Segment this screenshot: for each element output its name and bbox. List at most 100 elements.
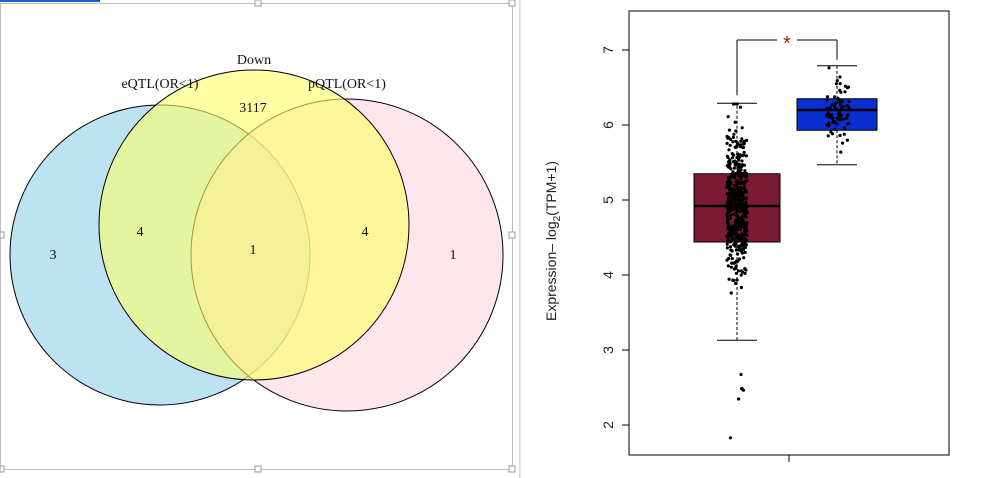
data-point (727, 233, 731, 237)
resize-handle-bottom[interactable] (254, 465, 262, 473)
venn-count-eqtl-down: 4 (137, 225, 144, 240)
data-point (835, 122, 839, 126)
data-point (743, 190, 747, 194)
data-point (743, 226, 748, 230)
data-point (734, 183, 738, 187)
data-point (725, 185, 729, 189)
data-point (740, 126, 744, 130)
data-point (739, 249, 743, 253)
data-point (829, 113, 834, 117)
data-point (728, 253, 732, 257)
data-point (834, 82, 838, 86)
data-point (835, 79, 839, 83)
data-point (744, 197, 748, 201)
data-point (743, 169, 747, 173)
data-point (726, 175, 731, 180)
data-point (838, 133, 842, 138)
data-point (726, 202, 730, 206)
significance-bracket: * (736, 33, 838, 96)
data-point (741, 190, 745, 195)
data-point (732, 261, 736, 265)
data-point (740, 237, 744, 241)
data-point (736, 179, 740, 183)
y-axis-label: Expression– log2(TPM+1) (543, 161, 563, 321)
data-point (726, 155, 730, 160)
data-point (836, 100, 840, 104)
data-point (735, 236, 739, 240)
resize-handle-bottom-left[interactable] (0, 465, 5, 473)
data-point (730, 257, 734, 261)
data-point (743, 271, 747, 275)
data-point (727, 194, 731, 198)
data-point (731, 278, 735, 282)
data-point (839, 117, 843, 121)
resize-handle-right[interactable] (508, 231, 516, 239)
venn-count-eqtl-only: 3 (50, 248, 57, 263)
data-point (729, 291, 733, 295)
data-point (840, 141, 845, 145)
data-point (825, 123, 829, 127)
data-point (726, 224, 730, 228)
data-point (738, 164, 742, 168)
data-point (843, 90, 847, 94)
data-point (727, 277, 731, 281)
venn-count-all: 1 (250, 243, 257, 258)
data-point (734, 231, 738, 235)
data-point (839, 113, 844, 117)
data-point (726, 237, 730, 241)
data-point (742, 150, 746, 154)
data-point (731, 135, 735, 139)
data-point (738, 105, 742, 109)
data-point (741, 218, 745, 222)
data-point (738, 202, 742, 206)
data-point (839, 150, 843, 154)
resize-handle-left[interactable] (0, 231, 5, 239)
data-point (725, 206, 729, 210)
resize-handle-top[interactable] (254, 0, 262, 7)
data-point (737, 245, 741, 249)
data-point (733, 223, 737, 227)
data-point (736, 219, 741, 223)
data-point (741, 173, 745, 178)
data-point (733, 159, 737, 163)
data-point (742, 256, 746, 260)
resize-handle-bottom-right[interactable] (508, 465, 516, 473)
data-point (744, 154, 748, 158)
data-point (735, 155, 739, 160)
data-point (825, 95, 830, 99)
data-point (735, 161, 739, 165)
venn-set-label-down: Down (237, 53, 271, 68)
data-point (739, 223, 743, 227)
data-point (730, 249, 734, 253)
data-point (738, 188, 742, 192)
data-point (736, 252, 740, 256)
data-point (736, 190, 740, 194)
data-point (728, 226, 732, 230)
data-point (725, 246, 729, 250)
data-point (736, 269, 740, 273)
data-point (729, 181, 733, 185)
data-point (725, 192, 729, 196)
data-point (732, 207, 736, 211)
data-point (838, 75, 842, 79)
data-point (744, 173, 748, 177)
data-point (739, 273, 743, 277)
data-point (734, 234, 738, 238)
data-point (743, 188, 747, 192)
venn-count-down-pqtl: 4 (362, 225, 369, 240)
data-point (842, 105, 846, 109)
data-point (726, 264, 730, 268)
data-point (739, 139, 743, 143)
data-point (727, 136, 731, 140)
venn-set-label-eqtl: eQTL(OR<1) (121, 77, 198, 92)
data-point (727, 187, 731, 192)
jitter-points (725, 66, 851, 440)
resize-handle-top-right[interactable] (508, 0, 516, 7)
data-point (730, 156, 734, 160)
data-point (740, 243, 745, 247)
data-point (727, 128, 732, 132)
data-point (727, 183, 731, 187)
data-point (743, 180, 747, 184)
data-point (729, 191, 733, 195)
data-point (738, 227, 743, 232)
